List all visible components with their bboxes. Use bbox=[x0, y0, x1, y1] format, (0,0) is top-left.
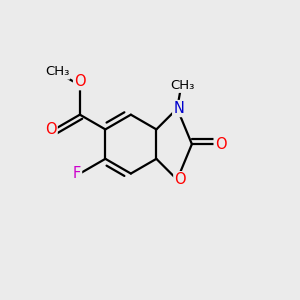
Text: N: N bbox=[173, 101, 184, 116]
Text: O: O bbox=[45, 122, 57, 137]
Text: O: O bbox=[215, 136, 226, 152]
Text: O: O bbox=[74, 74, 86, 89]
Text: F: F bbox=[73, 166, 81, 181]
Text: O: O bbox=[174, 172, 186, 187]
Text: CH₃: CH₃ bbox=[170, 79, 195, 92]
Text: CH₃: CH₃ bbox=[45, 65, 69, 79]
